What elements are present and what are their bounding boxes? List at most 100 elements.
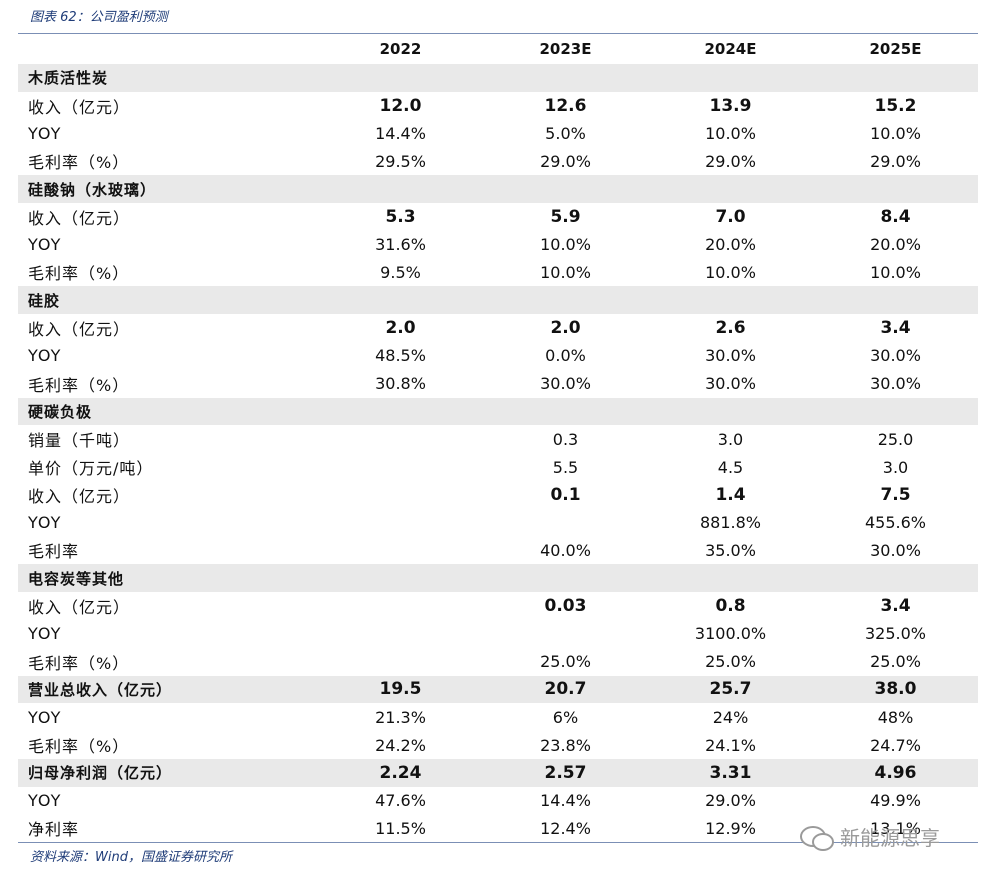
table-caption: 图表 62：公司盈利预测 [30, 10, 168, 25]
table-row: YOY 3100.0% 325.0% [18, 620, 978, 648]
value-cell: 30.0% [540, 374, 591, 394]
value-cell: 31.6% [375, 235, 426, 255]
empty-cell [648, 64, 813, 92]
value-cell: 12.0 [379, 95, 422, 116]
total-value-cell: 2.24 [318, 758, 483, 787]
value-cell: 881.8% [699, 513, 761, 533]
value-cell: 10.0% [870, 123, 921, 143]
value-cell: 14.4% [375, 123, 426, 143]
table-row: 毛利率（%） 9.5% 10.0% 10.0% 10.0% [18, 259, 978, 287]
value-cell: 5.3 [385, 206, 416, 227]
value-cell: 23.8% [540, 735, 591, 755]
value-cell: 35.0% [705, 540, 756, 560]
value-cell: 30.0% [705, 346, 756, 366]
table-row: YOY 48.5% 0.0% 30.0% 30.0% [18, 342, 978, 370]
total-value-cell: 38.0 [813, 675, 978, 704]
value-cell: 40.0% [540, 540, 591, 560]
value-cell: 30.0% [870, 540, 921, 560]
forecast-table-container: 2022 2023E 2024E 2025E 木质活性炭 收入（亿元） 12.0 12… [18, 33, 978, 844]
wechat-icon [800, 824, 834, 851]
value-cell [318, 648, 483, 676]
section-header-row: 木质活性炭 [18, 64, 978, 92]
empty-cell [813, 175, 978, 203]
row-label: 毛利率（%） [28, 653, 130, 673]
value-cell [318, 509, 483, 537]
value-cell: 29.0% [705, 791, 756, 811]
total-title: 归母净利润（亿元） [18, 758, 318, 787]
value-cell: 20.0% [705, 235, 756, 255]
earnings-forecast-table: 2022 2023E 2024E 2025E 木质活性炭 收入（亿元） 12.0 12… [18, 34, 978, 844]
section-header-row: 硅胶 [18, 286, 978, 315]
row-label: 毛利率 [28, 542, 80, 562]
value-cell: 49.9% [870, 791, 921, 811]
row-label: 收入（亿元） [28, 208, 131, 228]
value-cell: 13.9 [709, 95, 752, 116]
row-label: YOY [28, 346, 62, 366]
table-row: 毛利率（%） 29.5% 29.0% 29.0% 29.0% [18, 147, 978, 175]
total-value-cell: 4.96 [813, 758, 978, 787]
value-cell: 30.0% [870, 374, 921, 394]
total-title: 营业总收入（亿元） [18, 675, 318, 704]
value-cell: 5.9 [550, 206, 581, 227]
empty-cell [813, 397, 978, 426]
value-cell: 7.5 [880, 484, 911, 505]
empty-cell [483, 64, 648, 92]
value-cell: 10.0% [705, 262, 756, 282]
row-label: YOY [28, 123, 62, 143]
section-title: 电容炭等其他 [18, 564, 318, 593]
value-cell: 5.0% [545, 123, 586, 143]
row-label: YOY [28, 235, 62, 255]
table-row: YOY 21.3% 6% 24% 48% [18, 703, 978, 731]
empty-cell [483, 286, 648, 315]
section-header-row: 硬碳负极 [18, 397, 978, 426]
empty-cell [318, 564, 483, 593]
value-cell: 3100.0% [694, 624, 767, 644]
table-row: YOY 31.6% 10.0% 20.0% 20.0% [18, 231, 978, 259]
value-cell: 0.1 [550, 484, 581, 505]
value-cell: 20.0% [870, 235, 921, 255]
empty-cell [648, 564, 813, 593]
value-cell: 25.0 [877, 429, 914, 449]
table-row: 毛利率（%） 24.2% 23.8% 24.1% 24.7% [18, 731, 978, 759]
value-cell: 15.2 [874, 95, 917, 116]
value-cell [483, 509, 648, 537]
value-cell: 48.5% [375, 346, 426, 366]
row-label: 毛利率（%） [28, 375, 130, 395]
table-row: 收入（亿元） 0.1 1.4 7.5 [18, 481, 978, 509]
empty-cell [318, 286, 483, 315]
value-cell [318, 592, 483, 620]
value-cell: 47.6% [375, 791, 426, 811]
value-cell: 25.0% [540, 652, 591, 672]
row-label: YOY [28, 513, 62, 533]
table-body: 木质活性炭 收入（亿元） 12.0 12.6 13.9 15.2 YOY 14.4% 5.0% 1… [18, 64, 978, 844]
value-cell: 13.1% [813, 814, 978, 844]
row-label: 收入（亿元） [28, 97, 131, 117]
empty-cell [648, 397, 813, 426]
row-label: 毛利率（%） [28, 153, 130, 173]
table-row: 收入（亿元） 5.3 5.9 7.0 8.4 [18, 203, 978, 231]
value-cell: 30.0% [870, 346, 921, 366]
value-cell: 2.0 [550, 318, 581, 339]
table-row: 净利率 11.5% 12.4% 12.9% 13.1% [18, 814, 978, 844]
value-cell: 0.8 [715, 596, 746, 617]
table-row: 收入（亿元） 12.0 12.6 13.9 15.2 [18, 92, 978, 120]
empty-cell [813, 564, 978, 593]
value-cell: 12.4% [483, 814, 648, 844]
value-cell: 24.2% [375, 735, 426, 755]
watermark: 新能源思享 [800, 822, 940, 851]
watermark-text: 新能源思享 [840, 826, 940, 850]
empty-cell [318, 397, 483, 426]
section-title: 硅胶 [18, 286, 318, 315]
value-cell: 11.5% [318, 814, 483, 844]
value-cell [318, 453, 483, 481]
header-cell: 2025E [869, 40, 922, 58]
value-cell: 0.03 [544, 596, 587, 617]
value-cell: 6% [552, 707, 579, 727]
header-cell: 2023E [539, 40, 592, 58]
value-cell: 14.4% [540, 791, 591, 811]
value-cell: 455.6% [864, 513, 926, 533]
total-value-cell: 2.57 [483, 758, 648, 787]
table-row: 毛利率 40.0% 35.0% 30.0% [18, 537, 978, 565]
row-label: 销量（千吨） [28, 431, 131, 451]
value-cell: 29.0% [705, 151, 756, 171]
